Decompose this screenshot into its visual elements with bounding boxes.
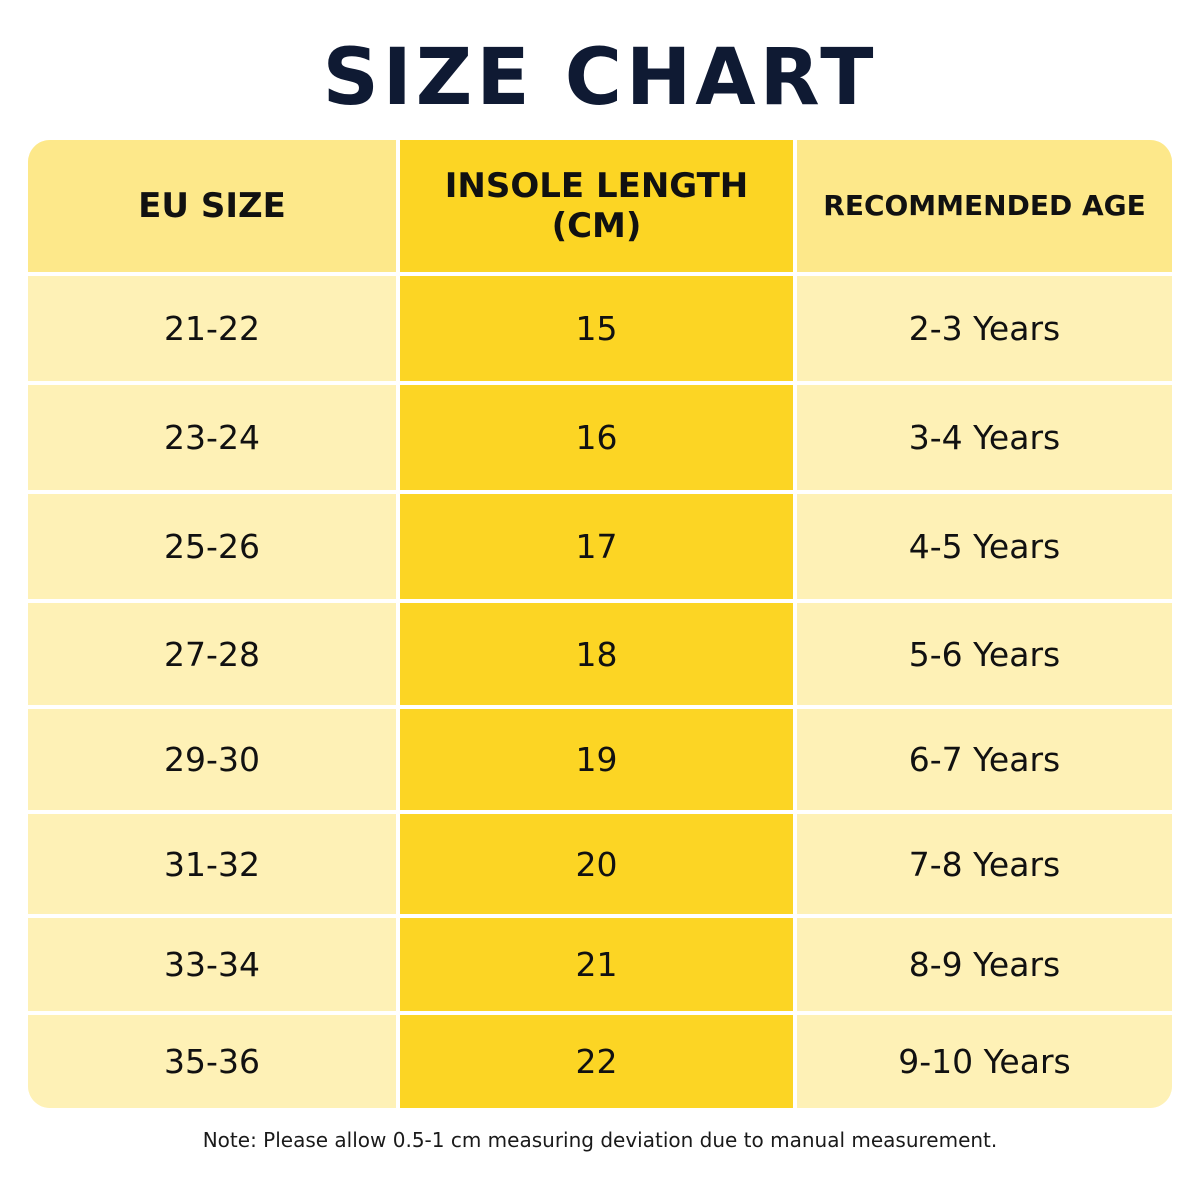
cell-eu-size: 25-26	[28, 494, 400, 603]
page-title: SIZE CHART	[322, 33, 878, 123]
measurement-note: Note: Please allow 0.5-1 cm measuring de…	[202, 1128, 998, 1152]
cell-recommended-age: 2-3 Years	[797, 276, 1172, 385]
cell-eu-size: 23-24	[28, 385, 400, 494]
cell-recommended-age: 6-7 Years	[797, 709, 1172, 814]
header-insole-length: INSOLE LENGTH (CM)	[400, 140, 797, 276]
cell-insole-length: 21	[400, 918, 797, 1015]
size-chart-grid: EU SIZE INSOLE LENGTH (CM) RECOMMENDED AGE…	[28, 140, 1172, 1108]
header-recommended-age: RECOMMENDED AGE	[797, 140, 1172, 276]
cell-eu-size: 27-28	[28, 603, 400, 709]
cell-eu-size: 29-30	[28, 709, 400, 814]
cell-recommended-age: 9-10 Years	[797, 1015, 1172, 1108]
cell-eu-size: 31-32	[28, 814, 400, 918]
cell-recommended-age: 3-4 Years	[797, 385, 1172, 494]
cell-eu-size: 21-22	[28, 276, 400, 385]
cell-eu-size: 33-34	[28, 918, 400, 1015]
cell-insole-length: 18	[400, 603, 797, 709]
cell-insole-length: 15	[400, 276, 797, 385]
cell-insole-length: 17	[400, 494, 797, 603]
header-eu-size: EU SIZE	[28, 140, 400, 276]
cell-insole-length: 20	[400, 814, 797, 918]
cell-insole-length: 22	[400, 1015, 797, 1108]
cell-recommended-age: 5-6 Years	[797, 603, 1172, 709]
size-chart-table: EU SIZE INSOLE LENGTH (CM) RECOMMENDED AGE…	[28, 140, 1172, 1108]
cell-recommended-age: 7-8 Years	[797, 814, 1172, 918]
cell-insole-length: 16	[400, 385, 797, 494]
cell-recommended-age: 8-9 Years	[797, 918, 1172, 1015]
cell-insole-length: 19	[400, 709, 797, 814]
cell-recommended-age: 4-5 Years	[797, 494, 1172, 603]
cell-eu-size: 35-36	[28, 1015, 400, 1108]
